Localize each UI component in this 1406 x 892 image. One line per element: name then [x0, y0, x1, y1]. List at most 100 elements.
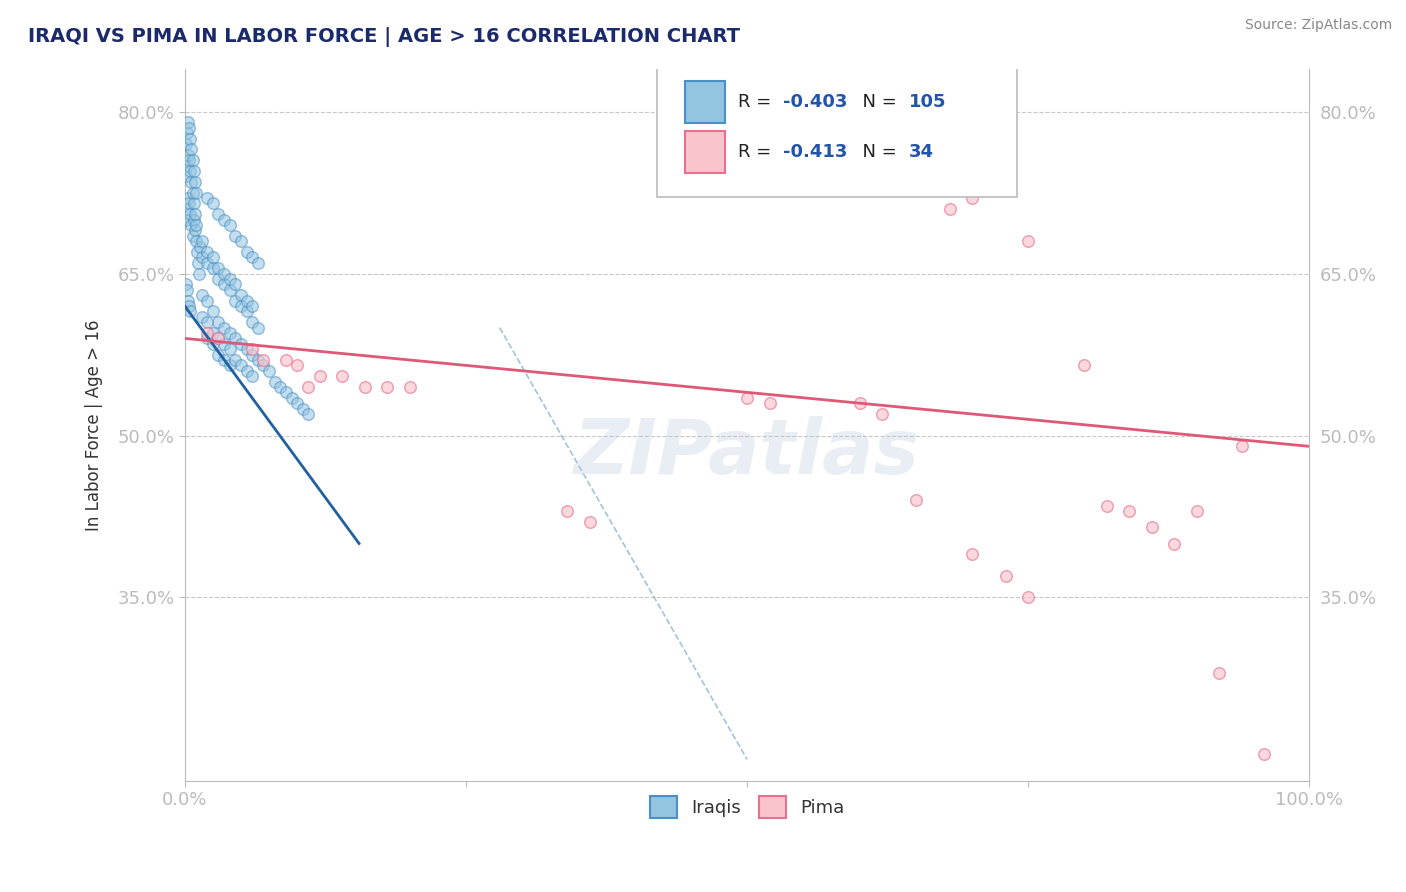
Point	[1095, 499, 1118, 513]
Point	[179, 164, 201, 178]
Text: R =: R =	[738, 93, 778, 111]
Point	[176, 202, 198, 216]
Point	[218, 359, 240, 373]
Point	[177, 191, 200, 205]
Point	[190, 310, 212, 324]
Point	[179, 131, 201, 145]
Point	[207, 315, 229, 329]
Point	[201, 326, 224, 340]
Point	[240, 348, 263, 362]
Point	[297, 407, 319, 421]
FancyBboxPatch shape	[657, 65, 1017, 197]
Point	[938, 202, 960, 216]
Point	[218, 283, 240, 297]
Point	[246, 353, 269, 368]
Point	[190, 234, 212, 248]
Point	[398, 380, 420, 394]
Point	[180, 218, 202, 232]
Point	[1073, 359, 1095, 373]
Point	[184, 186, 207, 200]
Point	[224, 277, 246, 292]
Point	[179, 304, 201, 318]
FancyBboxPatch shape	[685, 130, 724, 173]
Point	[201, 251, 224, 265]
Point	[1185, 504, 1208, 518]
Point	[235, 293, 257, 308]
Point	[353, 380, 375, 394]
Point	[1118, 504, 1140, 518]
Point	[190, 251, 212, 265]
Point	[181, 228, 204, 243]
Y-axis label: In Labor Force | Age > 16: In Labor Force | Age > 16	[86, 319, 103, 531]
Point	[207, 207, 229, 221]
Text: Source: ZipAtlas.com: Source: ZipAtlas.com	[1244, 18, 1392, 32]
Point	[195, 315, 218, 329]
Point	[176, 159, 198, 173]
Point	[218, 218, 240, 232]
Point	[240, 315, 263, 329]
Point	[555, 504, 578, 518]
Point	[263, 375, 285, 389]
Point	[297, 380, 319, 394]
Point	[195, 191, 218, 205]
Point	[848, 396, 870, 410]
Point	[240, 299, 263, 313]
Point	[235, 342, 257, 356]
Text: 34: 34	[910, 143, 934, 161]
Text: -0.403: -0.403	[783, 93, 848, 111]
FancyBboxPatch shape	[685, 80, 724, 123]
Point	[179, 153, 201, 168]
Point	[246, 320, 269, 334]
Point	[195, 331, 218, 345]
Point	[212, 353, 235, 368]
Point	[229, 359, 252, 373]
Point	[201, 304, 224, 318]
Point	[181, 186, 204, 200]
Point	[174, 169, 197, 184]
Point	[201, 336, 224, 351]
Point	[240, 251, 263, 265]
Point	[179, 196, 201, 211]
Point	[240, 369, 263, 384]
Point	[870, 407, 893, 421]
Point	[240, 342, 263, 356]
Point	[274, 385, 297, 400]
Point	[291, 401, 314, 416]
Point	[201, 196, 224, 211]
Legend: Iraqis, Pima: Iraqis, Pima	[643, 789, 852, 825]
Point	[224, 353, 246, 368]
Point	[252, 353, 274, 368]
Point	[179, 120, 201, 135]
Point	[184, 218, 207, 232]
Point	[758, 396, 780, 410]
Point	[252, 359, 274, 373]
Point	[207, 272, 229, 286]
Point	[195, 256, 218, 270]
Point	[229, 299, 252, 313]
Point	[1208, 666, 1230, 681]
Point	[176, 126, 198, 140]
Point	[1230, 439, 1253, 453]
Point	[1140, 520, 1163, 534]
Point	[274, 353, 297, 368]
Text: N =: N =	[851, 143, 903, 161]
Text: IRAQI VS PIMA IN LABOR FORCE | AGE > 16 CORRELATION CHART: IRAQI VS PIMA IN LABOR FORCE | AGE > 16 …	[28, 27, 740, 46]
Point	[246, 256, 269, 270]
Point	[207, 331, 229, 345]
Point	[735, 391, 758, 405]
Point	[330, 369, 353, 384]
Point	[179, 207, 201, 221]
Point	[186, 245, 208, 260]
Point	[176, 283, 198, 297]
Point	[235, 245, 257, 260]
Point	[195, 245, 218, 260]
Point	[174, 212, 197, 227]
Point	[218, 342, 240, 356]
Point	[180, 175, 202, 189]
Point	[188, 267, 211, 281]
Point	[1017, 591, 1039, 605]
Point	[280, 391, 302, 405]
Text: R =: R =	[738, 143, 778, 161]
Point	[257, 364, 280, 378]
Point	[224, 228, 246, 243]
